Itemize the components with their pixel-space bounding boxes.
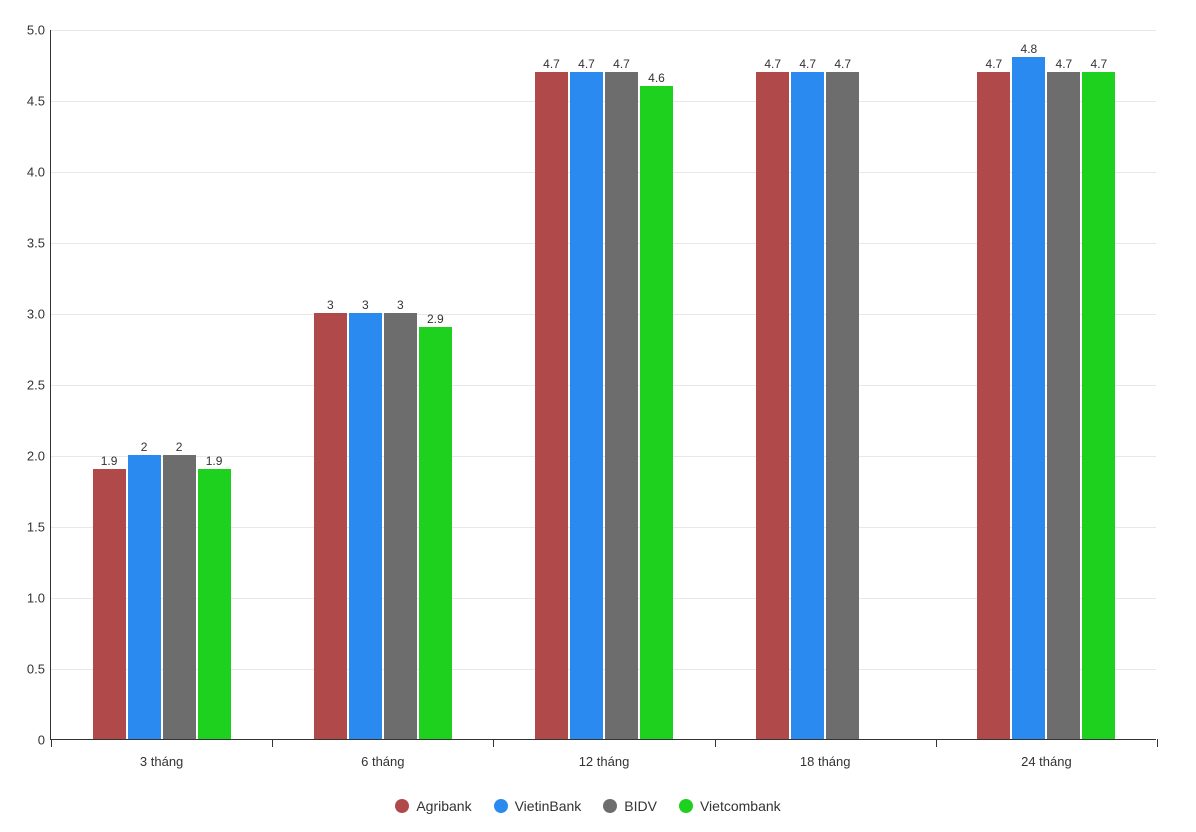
- chart-container: 3 tháng 1.9 2 2 1.9 6 tháng 3 3 3 2.9 12 tháng 4.7 4…: [10, 20, 1166, 780]
- x-tick: [715, 739, 716, 747]
- bar: [1012, 57, 1045, 739]
- bar: [605, 72, 638, 739]
- legend-swatch: [494, 799, 508, 813]
- bar-value-label: 4.7: [613, 57, 630, 71]
- bar-value-label: 3: [327, 298, 334, 312]
- bar-value-label: 2.9: [427, 312, 444, 326]
- bar: [314, 313, 347, 739]
- x-tick: [272, 739, 273, 747]
- x-tick-label: 24 tháng: [1021, 754, 1072, 769]
- bar-value-label: 2: [176, 440, 183, 454]
- legend-swatch: [603, 799, 617, 813]
- legend-label: Vietcombank: [700, 798, 781, 814]
- bar: [198, 469, 231, 739]
- legend-item: Vietcombank: [679, 798, 781, 814]
- y-tick-label: 5.0: [10, 23, 45, 38]
- y-tick-label: 4.5: [10, 94, 45, 109]
- bar-value-label: 4.7: [986, 57, 1003, 71]
- bar: [1082, 72, 1115, 739]
- y-tick-label: 3.0: [10, 307, 45, 322]
- legend-item: Agribank: [395, 798, 471, 814]
- x-tick: [936, 739, 937, 747]
- x-tick-label: 12 tháng: [579, 754, 630, 769]
- y-tick-label: 1.0: [10, 591, 45, 606]
- x-tick: [1157, 739, 1158, 747]
- bar: [384, 313, 417, 739]
- bar-value-label: 3: [397, 298, 404, 312]
- bar-value-label: 1.9: [101, 454, 118, 468]
- x-tick: [51, 739, 52, 747]
- bar: [128, 455, 161, 739]
- y-tick-label: 4.0: [10, 165, 45, 180]
- bar-value-label: 4.7: [1091, 57, 1108, 71]
- bar-value-label: 3: [362, 298, 369, 312]
- bar-value-label: 4.7: [799, 57, 816, 71]
- bar: [535, 72, 568, 739]
- x-tick-label: 18 tháng: [800, 754, 851, 769]
- bar: [756, 72, 789, 739]
- legend-item: BIDV: [603, 798, 657, 814]
- bar: [977, 72, 1010, 739]
- bar: [791, 72, 824, 739]
- bar-value-label: 4.8: [1021, 42, 1038, 56]
- legend-label: VietinBank: [515, 798, 582, 814]
- x-tick: [493, 739, 494, 747]
- legend-label: Agribank: [416, 798, 471, 814]
- legend-swatch: [679, 799, 693, 813]
- bar-value-label: 4.7: [1056, 57, 1073, 71]
- y-tick-label: 1.5: [10, 520, 45, 535]
- legend-swatch: [395, 799, 409, 813]
- bar: [826, 72, 859, 739]
- bar-value-label: 4.7: [543, 57, 560, 71]
- bar: [419, 327, 452, 739]
- bar-value-label: 1.9: [206, 454, 223, 468]
- bar-value-label: 4.7: [834, 57, 851, 71]
- gridline: [51, 30, 1156, 31]
- plot-area: 3 tháng1.9221.96 tháng3332.912 tháng4.74…: [50, 30, 1156, 740]
- y-tick-label: 0: [10, 733, 45, 748]
- legend: Agribank VietinBank BIDV Vietcombank: [10, 798, 1166, 814]
- bar: [349, 313, 382, 739]
- y-tick-label: 2.0: [10, 449, 45, 464]
- legend-item: VietinBank: [494, 798, 582, 814]
- bar-value-label: 4.6: [648, 71, 665, 85]
- y-tick-label: 3.5: [10, 236, 45, 251]
- bar: [163, 455, 196, 739]
- bar-value-label: 4.7: [764, 57, 781, 71]
- x-tick-label: 3 tháng: [140, 754, 183, 769]
- bar: [640, 86, 673, 739]
- bar-value-label: 4.7: [578, 57, 595, 71]
- bar: [1047, 72, 1080, 739]
- bar: [570, 72, 603, 739]
- legend-label: BIDV: [624, 798, 657, 814]
- y-tick-label: 2.5: [10, 378, 45, 393]
- bar-value-label: 2: [141, 440, 148, 454]
- y-tick-label: 0.5: [10, 662, 45, 677]
- x-tick-label: 6 tháng: [361, 754, 404, 769]
- bar: [93, 469, 126, 739]
